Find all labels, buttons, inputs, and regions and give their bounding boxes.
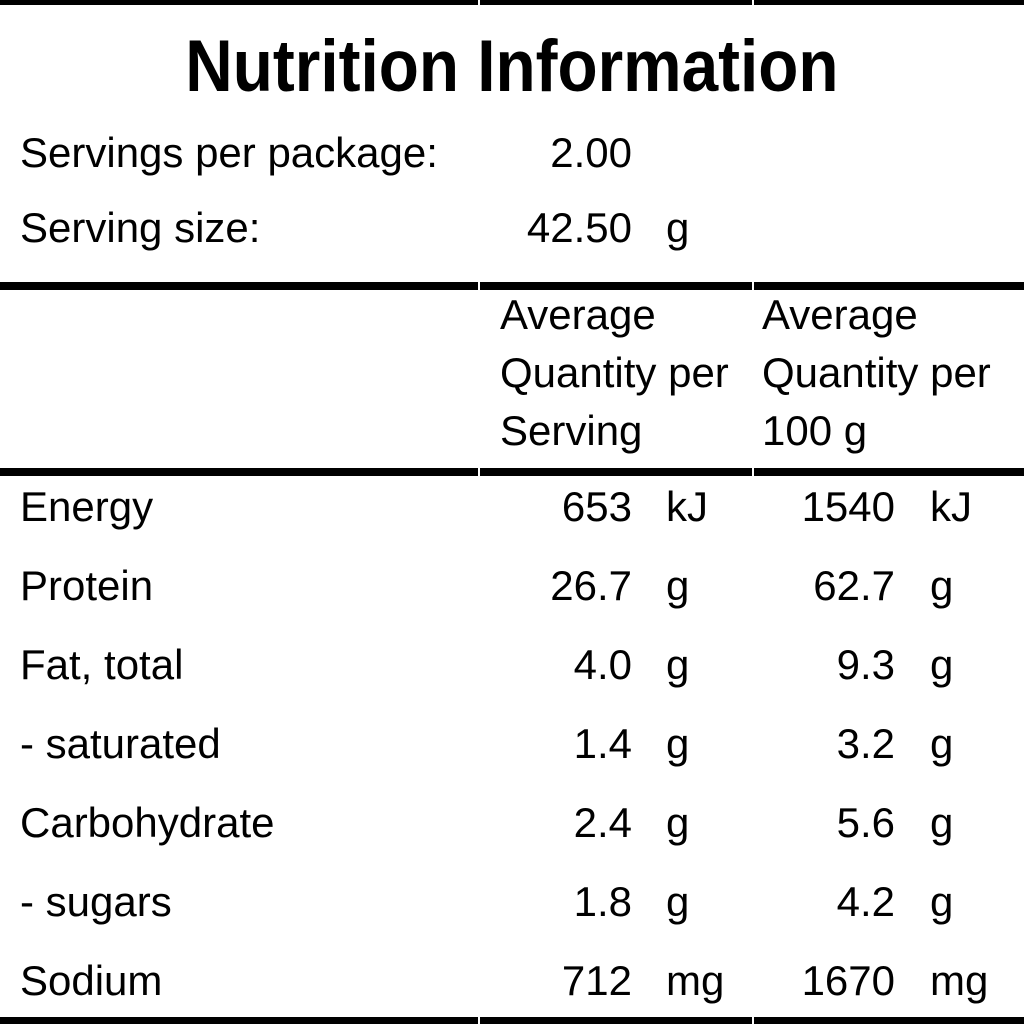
nutrient-label: Energy <box>20 483 154 531</box>
border-segment <box>480 1017 752 1024</box>
border-segment <box>480 468 752 476</box>
border-segment <box>754 282 1024 290</box>
border-segment <box>0 1017 478 1024</box>
spacer-cell <box>903 127 1024 179</box>
per-100g-column-header: Average Quantity per 100 g <box>762 286 991 460</box>
servings-per-package-value: 2.00 <box>550 129 632 176</box>
per-serving-column-header: Average Quantity per Serving <box>500 286 729 460</box>
row-sodium: Sodium 712 mg 1670 mg <box>0 941 1024 1020</box>
serving-size-unit: g <box>666 204 690 251</box>
header-line: 100 g <box>762 407 868 454</box>
per-serving-value: 26.7 <box>550 562 632 610</box>
per-serving-value: 1.8 <box>573 877 632 925</box>
header-top-rule <box>0 282 1024 290</box>
per-100g-unit: g <box>930 562 954 610</box>
per-100g-value: 62.7 <box>813 562 895 610</box>
per-serving-unit: mg <box>666 956 725 1004</box>
nutrient-label: Carbohydrate <box>20 798 275 846</box>
border-segment <box>0 468 478 476</box>
top-border-bar <box>0 0 1024 5</box>
per-100g-unit: kJ <box>930 483 972 531</box>
header-line: Average <box>500 291 656 338</box>
per-serving-value: 653 <box>561 483 632 531</box>
bottom-border-bar <box>0 1017 1024 1024</box>
per-100g-unit: mg <box>930 956 989 1004</box>
panel-title-text: Nutrition Information <box>185 26 839 107</box>
per-serving-value: 1.4 <box>573 720 632 767</box>
header-line: Serving <box>500 407 643 454</box>
nutrient-label: Fat, total <box>20 641 184 689</box>
servings-per-package-label: Servings per package: <box>20 129 438 176</box>
row-protein: Protein 26.7 g 62.7 g <box>0 547 1024 626</box>
border-segment <box>480 0 752 5</box>
per-serving-unit: g <box>666 562 690 610</box>
border-segment <box>0 0 478 5</box>
row-fat-total: Fat, total 4.0 g 9.3 g <box>0 626 1024 705</box>
per-100g-value: 9.3 <box>836 641 895 689</box>
spacer-cell <box>752 202 903 254</box>
per-serving-unit: g <box>666 641 690 689</box>
per-100g-value: 4.2 <box>836 877 895 925</box>
nutrient-label: Protein <box>20 562 154 610</box>
per-100g-unit: g <box>930 641 954 689</box>
serving-size-label: Serving size: <box>20 204 261 251</box>
header-line: Average <box>762 291 918 338</box>
serving-size-row: Serving size: 42.50 g <box>0 202 1024 254</box>
header-bottom-rule <box>0 468 1024 476</box>
spacer-cell <box>752 127 903 179</box>
per-serving-unit: g <box>666 877 690 925</box>
per-serving-value: 4.0 <box>573 641 632 689</box>
row-energy: Energy 653 kJ 1540 kJ <box>0 468 1024 547</box>
border-segment <box>754 468 1024 476</box>
border-segment <box>480 282 752 290</box>
per-serving-value: 712 <box>561 956 632 1004</box>
border-segment <box>754 1017 1024 1024</box>
border-segment <box>0 282 478 290</box>
header-line: Quantity per <box>762 349 991 396</box>
per-serving-unit: kJ <box>666 483 708 531</box>
row-saturated: - saturated 1.4 g 3.2 g <box>0 705 1024 784</box>
per-serving-value: 2.4 <box>573 798 632 846</box>
nutrient-table-body: Energy 653 kJ 1540 kJ Protein 26.7 g 62.… <box>0 468 1024 1020</box>
per-100g-value: 3.2 <box>836 720 895 767</box>
panel-title: Nutrition Information <box>0 29 1024 105</box>
nutrient-label: - sugars <box>20 877 172 925</box>
servings-per-package-unit <box>640 127 752 179</box>
per-100g-value: 5.6 <box>836 798 895 846</box>
servings-per-package-row: Servings per package: 2.00 <box>0 127 1024 179</box>
nutrient-label: Sodium <box>20 956 163 1004</box>
per-100g-unit: g <box>930 877 954 925</box>
per-serving-unit: g <box>666 798 690 846</box>
header-line: Quantity per <box>500 349 729 396</box>
serving-size-value: 42.50 <box>526 204 632 251</box>
per-100g-unit: g <box>930 720 954 767</box>
border-segment <box>754 0 1024 5</box>
row-carbohydrate: Carbohydrate 2.4 g 5.6 g <box>0 783 1024 862</box>
per-100g-value: 1670 <box>801 956 895 1004</box>
spacer-cell <box>903 202 1024 254</box>
per-serving-unit: g <box>666 720 690 767</box>
per-100g-unit: g <box>930 798 954 846</box>
nutrient-label: - saturated <box>20 720 221 767</box>
row-sugars: - sugars 1.8 g 4.2 g <box>0 862 1024 941</box>
per-100g-value: 1540 <box>801 483 895 531</box>
